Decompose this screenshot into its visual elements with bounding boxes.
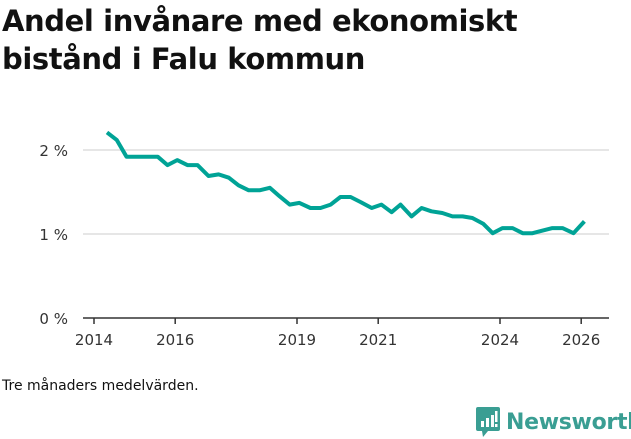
y-tick-label: 1 % xyxy=(39,226,68,244)
x-tick-label: 2026 xyxy=(562,331,600,349)
x-tick-label: 2024 xyxy=(481,331,519,349)
data-line xyxy=(105,130,586,236)
chart-title: Andel invånare med ekonomiskt bistånd i … xyxy=(2,4,518,76)
x-tick-label: 2021 xyxy=(359,331,397,349)
x-tick-label: 2016 xyxy=(156,331,194,349)
y-tick-label: 2 % xyxy=(39,142,68,160)
y-tick-label: 0 % xyxy=(39,310,68,328)
x-axis: 2014 2016 2019 2021 2024 2026 xyxy=(75,317,609,349)
x-tick-label: 2014 xyxy=(75,331,113,349)
brand-logo: Newsworthy xyxy=(476,407,631,437)
y-axis: 0 % 1 % 2 % xyxy=(39,142,68,328)
chart-note: Tre månaders medelvärden. xyxy=(2,378,199,394)
x-tick-label: 2019 xyxy=(278,331,316,349)
chart-bubble-icon xyxy=(476,407,500,437)
brand-name: Newsworthy xyxy=(506,409,631,435)
